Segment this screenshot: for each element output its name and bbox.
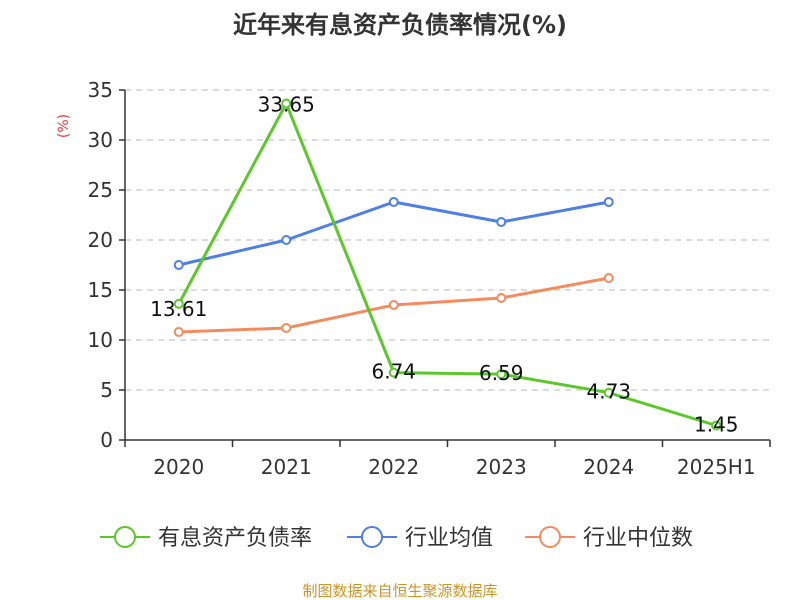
y-tick-label: 30 [88, 128, 113, 152]
legend-marker [539, 526, 561, 548]
data-point[interactable] [281, 323, 292, 333]
x-tick-label: 2022 [368, 455, 419, 479]
x-tick-label: 2024 [583, 455, 634, 479]
legend-item[interactable]: 行业均值 [347, 526, 493, 551]
y-axis-label: (%) [56, 114, 72, 138]
data-labels: 13.61 33.65 6.74 6.59 4.73 1.45 [150, 93, 738, 437]
y-tick-label: 20 [88, 228, 113, 252]
data-point[interactable] [496, 293, 507, 303]
data-point[interactable] [603, 197, 614, 207]
legend-marker [361, 526, 383, 548]
legend[interactable]: 有息资产负债率 行业均值 行业中位数 [100, 526, 693, 551]
data-point[interactable] [496, 369, 507, 380]
legend-marker [114, 526, 136, 548]
data-label: 33.65 [258, 93, 315, 117]
legend-item[interactable]: 有息资产负债率 [100, 526, 312, 551]
data-point[interactable] [603, 273, 614, 283]
series-layer [173, 98, 722, 431]
legend-label: 有息资产负债率 [158, 526, 312, 551]
axes: 0 5 10 15 20 25 30 35 2020 2021 2022 2023 2024 2025H1 [88, 78, 771, 479]
x-tick-label: 2020 [153, 455, 204, 479]
grid-lines [125, 89, 770, 391]
y-tick-label: 10 [88, 328, 113, 352]
x-tick-label: 2025H1 [677, 455, 756, 479]
x-tick-label: 2023 [476, 455, 527, 479]
x-tick-label: 2021 [261, 455, 312, 479]
series-line [178, 200, 610, 267]
source-note: 制图数据来自恒生聚源数据库 [302, 582, 497, 600]
data-point[interactable] [281, 235, 292, 245]
data-point[interactable] [173, 298, 184, 309]
legend-item[interactable]: 行业中位数 [525, 526, 693, 551]
y-tick-label: 0 [100, 428, 113, 452]
data-label: 6.74 [371, 360, 416, 384]
data-point[interactable] [388, 367, 399, 378]
data-point[interactable] [388, 300, 399, 310]
data-label: 13.61 [150, 297, 207, 321]
data-point[interactable] [496, 217, 507, 227]
data-point[interactable] [281, 98, 292, 109]
data-point[interactable] [173, 260, 184, 270]
legend-label: 行业均值 [405, 526, 493, 551]
data-point[interactable] [173, 327, 184, 337]
data-point[interactable] [711, 420, 722, 431]
legend-label: 行业中位数 [583, 526, 693, 551]
data-label: 6.59 [479, 361, 524, 385]
data-label: 1.45 [694, 413, 739, 437]
y-tick-label: 5 [100, 378, 113, 402]
data-label: 4.73 [586, 380, 631, 404]
data-point[interactable] [603, 387, 614, 398]
series-line [177, 102, 717, 427]
data-point[interactable] [388, 197, 399, 207]
y-tick-label: 15 [88, 278, 113, 302]
y-tick-label: 35 [88, 78, 113, 102]
y-tick-label: 25 [88, 178, 113, 202]
chart-title: 近年来有息资产负债率情况(%) [233, 11, 567, 39]
